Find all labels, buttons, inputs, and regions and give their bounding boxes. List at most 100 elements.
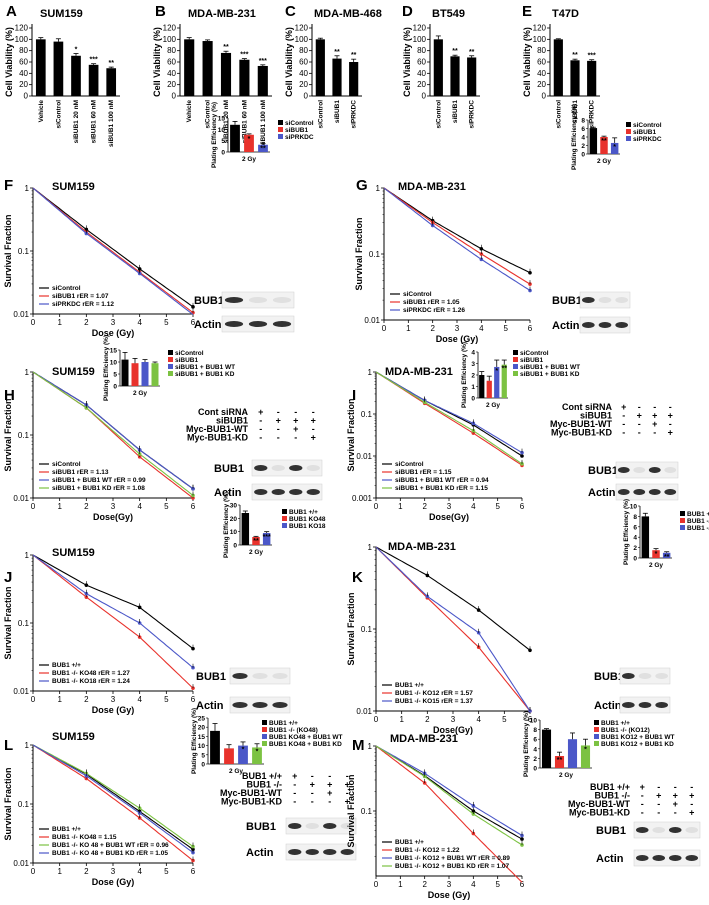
inset-bar (258, 144, 268, 152)
data-point (479, 257, 484, 262)
survival-panel-L: L SUM159 0 1 2 3 4 5 6 1 0.1 0.01 Dose (Gy) Survival … (3, 708, 357, 887)
y-tick-label: 20 (198, 725, 206, 732)
x-tick-label: 4 (137, 695, 142, 704)
x-tick-label: 5 (495, 880, 500, 889)
blot-condition-label: BUB1 -/- (595, 791, 631, 801)
legend-swatch (262, 727, 267, 732)
blot-condition-mark: - (622, 428, 625, 438)
blot-band (622, 702, 635, 708)
blot-condition-mark: - (657, 782, 660, 792)
y-tick-label: 0.1 (18, 431, 30, 440)
y-tick-label: 8 (581, 118, 585, 125)
blot-band (615, 297, 629, 303)
legend-label: BUB1 -/- KO18 rER = 1.24 (52, 678, 130, 685)
x-tick-label: 5 (502, 715, 507, 724)
bar (239, 59, 250, 96)
blot-band (598, 297, 612, 303)
blot-band (306, 489, 320, 495)
blot-condition-label: Myc-BUB1-WT (568, 799, 631, 809)
x-tick-label: 4 (137, 867, 142, 876)
blot-band (224, 321, 244, 327)
legend-label: siPRKDC (285, 134, 314, 141)
blot-strip (251, 483, 323, 501)
blot-strip (633, 821, 701, 839)
x-axis-label: Dose (Gy) (436, 334, 479, 344)
blot-band (685, 827, 699, 833)
legend-label: BUB1 -/- KO 48 + BUB1 KD rER = 1.05 (52, 850, 168, 857)
inset-bar (641, 516, 650, 558)
y-tick-label: 60 (417, 58, 426, 67)
legend-label: BUB1 -/- KO12 = 1.22 (395, 847, 460, 854)
blot-condition-mark: + (276, 416, 281, 426)
bar (450, 56, 460, 96)
western-blot: BUB1 Actin (194, 291, 295, 333)
bar (35, 39, 46, 96)
x-tick-label: 6 (191, 502, 196, 511)
x-tick-label: 3 (451, 715, 456, 724)
survival-curve (383, 187, 531, 285)
significance-mark: * (248, 136, 251, 143)
blot-condition-mark: - (259, 416, 262, 426)
blot-band (232, 673, 248, 679)
legend-label: siBUB1 + BUB1 WT rER = 0.99 (52, 477, 146, 484)
blot-band (254, 465, 268, 471)
y-tick-label: 40 (19, 69, 28, 78)
legend-label: siBUB1 + BUB1 KD (520, 371, 580, 378)
blot-condition-label: Myc-BUB1-WT (186, 424, 249, 434)
panel-letter: M (352, 737, 365, 754)
blot-strip (619, 667, 671, 685)
x-category-label: siControl (555, 100, 562, 129)
blot-condition-mark: - (622, 419, 625, 429)
significance-mark: * (495, 368, 498, 375)
legend-label: siControl (395, 461, 424, 468)
inset-bar (252, 747, 262, 764)
bar (88, 64, 99, 96)
blot-band (615, 322, 629, 328)
data-point (137, 448, 142, 452)
y-tick-label: 2 (633, 545, 637, 552)
blot-condition-mark: - (669, 402, 672, 412)
y-tick-label: 0.01 (13, 859, 29, 868)
survival-curve (32, 554, 194, 669)
data-point (137, 455, 142, 459)
panel-title: SUM159 (52, 181, 95, 193)
blot-band (668, 827, 682, 833)
bar (332, 58, 342, 96)
x-axis-label: Dose (Gy) (92, 328, 135, 338)
legend-swatch (278, 134, 283, 139)
y-tick-label: 2 (581, 143, 585, 150)
blot-condition-mark: - (690, 799, 693, 809)
y-tick-label: 0 (533, 766, 537, 773)
blot-band (633, 489, 646, 495)
blot-strip (579, 291, 631, 309)
legend-label: siBUB1 rER = 1.15 (395, 469, 452, 476)
blot-strip (221, 291, 295, 309)
legend-label: siBUB1 rER = 1.07 (52, 293, 109, 300)
y-tick-label: 0 (542, 92, 547, 101)
legend-label: BUB1 +/+ (395, 839, 424, 846)
y-tick-label: 5 (221, 138, 225, 145)
x-tick-label: 1 (398, 502, 403, 511)
y-tick-label: 25 (198, 716, 206, 723)
y-tick-label: 0.01 (13, 687, 29, 696)
blot-band (652, 855, 666, 861)
legend-label: BUB1 +/+ (52, 826, 81, 833)
significance-mark: * (242, 747, 245, 754)
legend-label: BUB1 -/- KO12 rER = 1.57 (395, 690, 473, 697)
x-tick-label: 5 (164, 318, 169, 327)
inset-bar (262, 533, 271, 545)
legend-label: siBUB1 + BUB1 WT (175, 364, 235, 371)
x-category-label: siControl (55, 100, 62, 129)
legend-label: BUB1 KO48 + BUB1 WT (269, 734, 343, 741)
legend-label: siControl (403, 291, 432, 298)
legend-label: siBUB1 (285, 127, 309, 134)
blot-condition-label: siBUB1 (580, 411, 612, 421)
bar (71, 55, 81, 96)
legend-label: siBUB1 (175, 357, 199, 364)
legend-swatch (680, 511, 685, 516)
